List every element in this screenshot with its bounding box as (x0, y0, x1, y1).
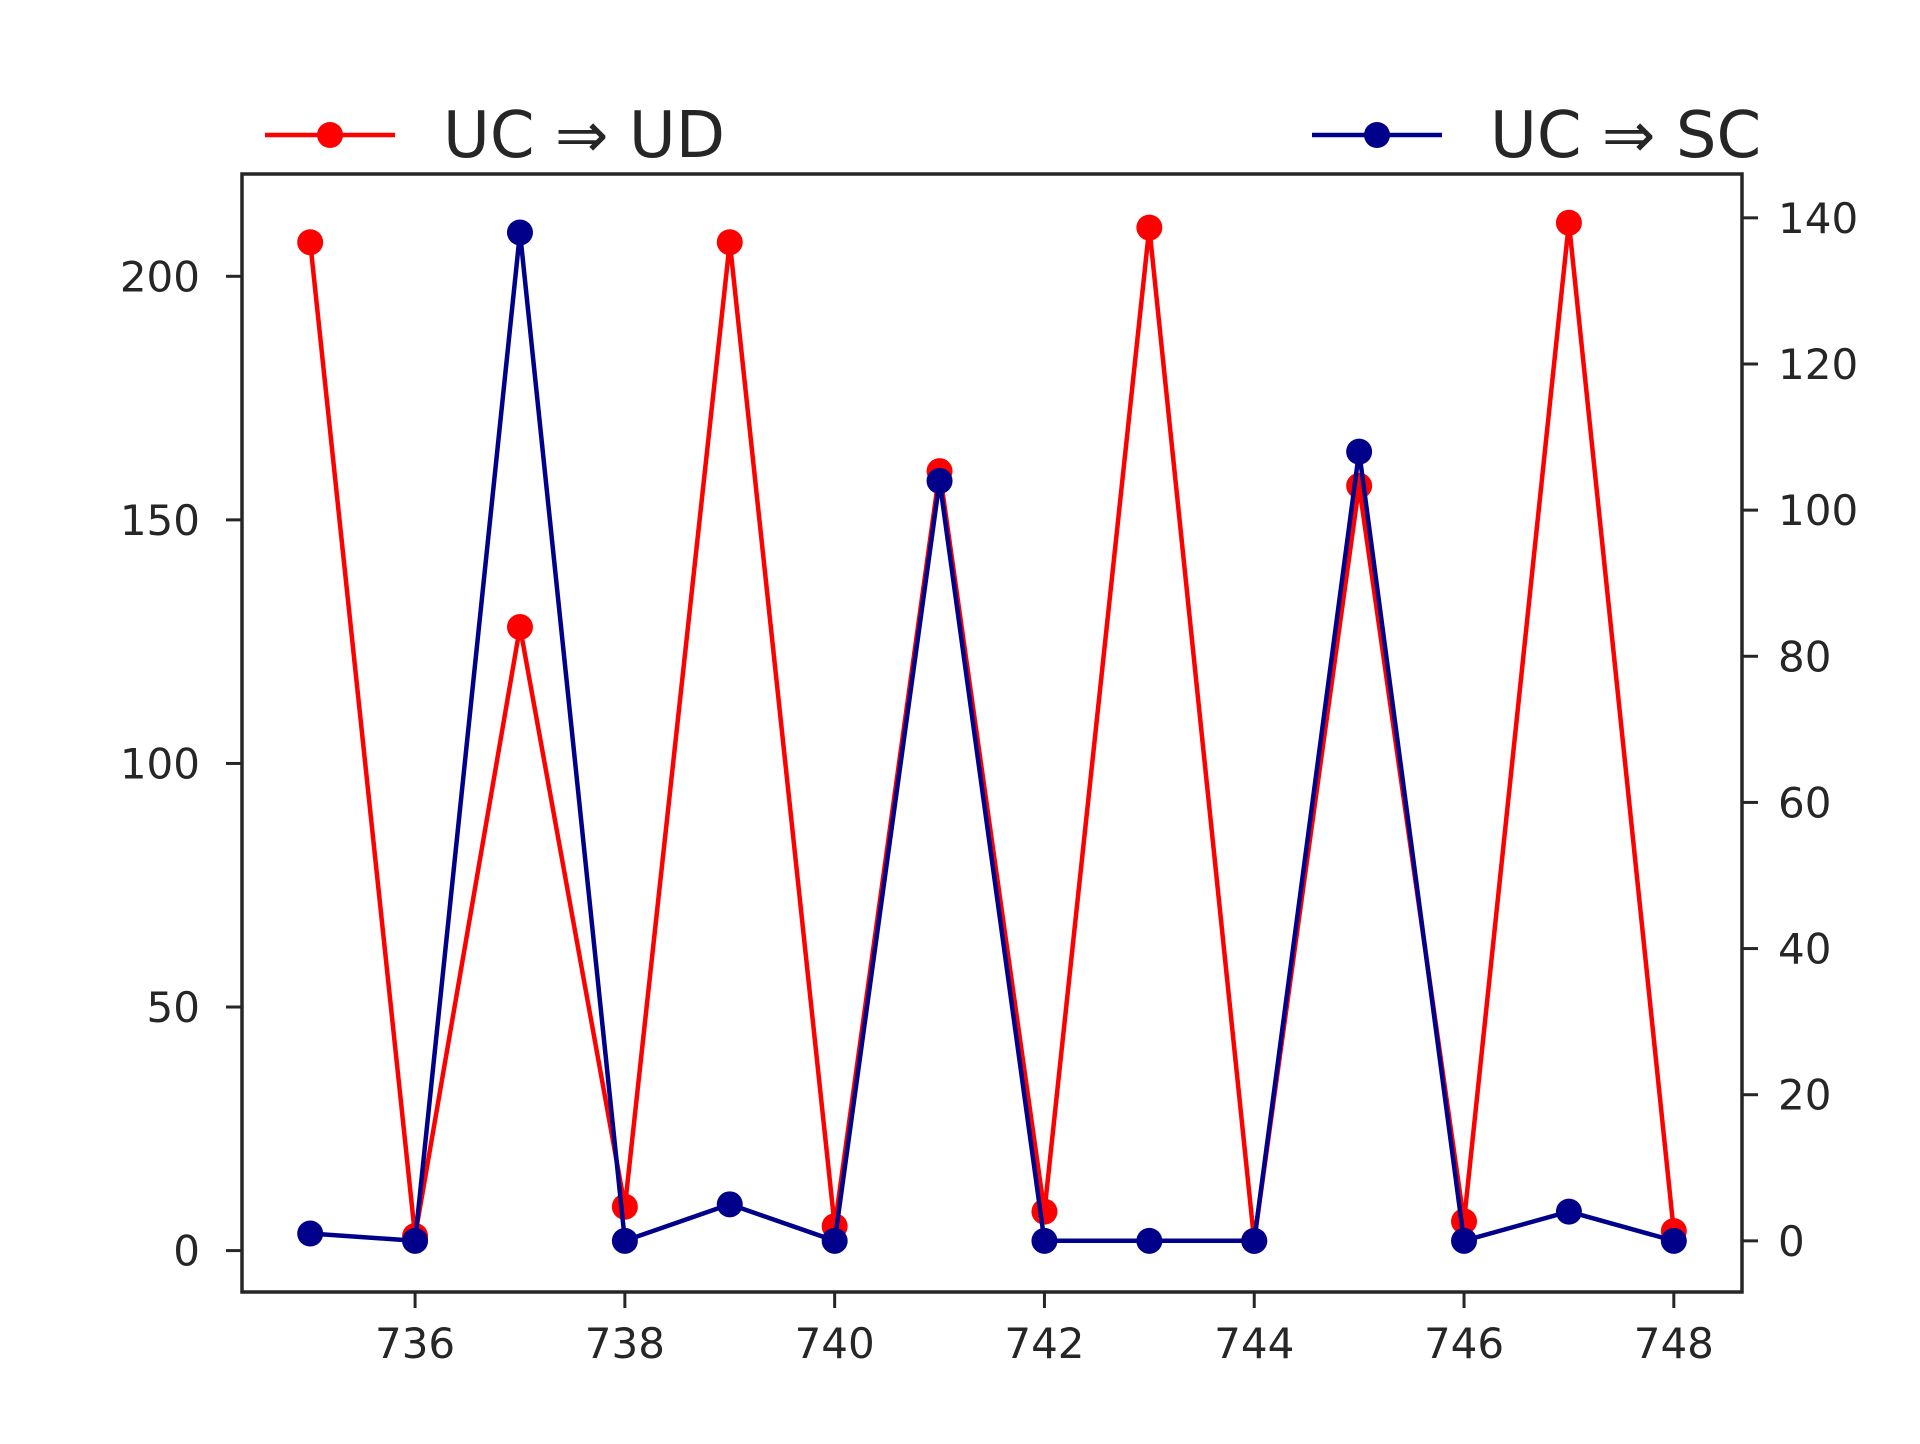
series-layer (297, 209, 1687, 1254)
data-point (1346, 438, 1373, 465)
left-y-tick-label: 50 (147, 983, 200, 1032)
data-point (1555, 1198, 1582, 1225)
legend-marker (1364, 122, 1390, 148)
plot-frame (240, 172, 1744, 1294)
data-point (506, 219, 533, 246)
series-1 (297, 219, 1687, 1254)
right-y-tick-label: 20 (1778, 1071, 1831, 1120)
right-y-tick-label: 0 (1778, 1217, 1805, 1266)
x-tick-label: 744 (1214, 1319, 1294, 1368)
data-point (402, 1227, 429, 1254)
right-y-tick-label: 100 (1778, 486, 1858, 535)
legend-marker (317, 122, 343, 148)
data-point (821, 1227, 848, 1254)
left-y-tick-label: 200 (120, 252, 200, 301)
right-y-tick-label: 120 (1778, 340, 1858, 389)
data-point (1555, 209, 1582, 236)
data-point (297, 229, 324, 256)
data-point (716, 1191, 743, 1218)
x-tick-label: 746 (1424, 1319, 1504, 1368)
legend-entry-0: UC ⇒ UD (265, 99, 725, 173)
left-y-axis: 0 50 100 150 200 (120, 252, 242, 1276)
data-point (1660, 1227, 1687, 1254)
right-y-tick-label: 80 (1778, 632, 1831, 681)
series-line (310, 232, 1675, 1244)
legend-entry-1: UC ⇒ SC (1312, 99, 1761, 173)
left-y-tick-label: 100 (120, 739, 200, 788)
x-tick-label: 736 (375, 1319, 455, 1368)
legend-layer: UC ⇒ UD UC ⇒ SC (265, 99, 1761, 173)
right-y-tick-label: 40 (1778, 925, 1831, 974)
data-point (1241, 1227, 1268, 1254)
data-point (1136, 214, 1163, 241)
right-y-tick-label: 60 (1778, 778, 1831, 827)
data-point (611, 1193, 638, 1220)
data-point (611, 1227, 638, 1254)
x-tick-label: 740 (795, 1319, 875, 1368)
x-tick-label: 742 (1004, 1319, 1084, 1368)
left-y-tick-label: 150 (120, 496, 200, 545)
data-point (1346, 472, 1373, 499)
data-point (716, 229, 743, 256)
right-y-tick-label: 140 (1778, 194, 1858, 243)
data-point (1031, 1198, 1058, 1225)
x-tick-label: 748 (1634, 1319, 1714, 1368)
data-point (1031, 1227, 1058, 1254)
data-point (1136, 1227, 1163, 1254)
left-y-tick-label: 0 (173, 1227, 200, 1276)
data-point (297, 1220, 324, 1247)
data-point (506, 614, 533, 641)
data-point (1451, 1227, 1478, 1254)
legend-label: UC ⇒ UD (443, 99, 725, 173)
x-axis: 736 738 740 742 744 746 748 (375, 1292, 1714, 1368)
x-tick-label: 738 (585, 1319, 665, 1368)
data-point (1451, 1208, 1478, 1235)
right-y-axis: 0 20 40 60 80 100 120 140 (1742, 194, 1858, 1266)
data-point (926, 467, 953, 494)
legend-label: UC ⇒ SC (1490, 99, 1761, 173)
series-line (307, 222, 1677, 1242)
